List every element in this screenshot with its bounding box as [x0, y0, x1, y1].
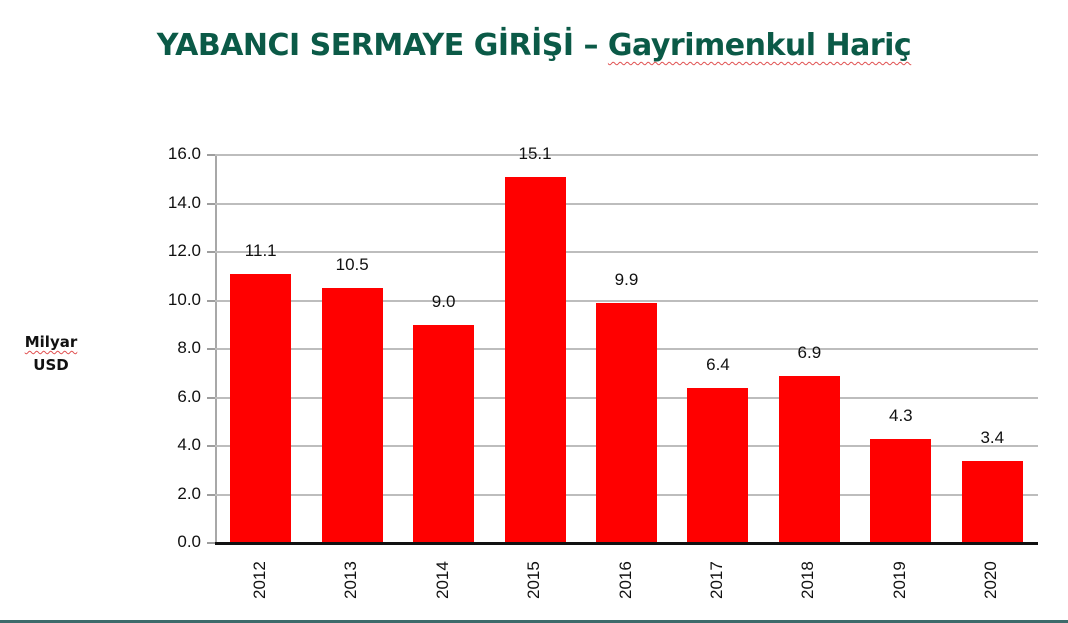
- data-label-2017: 6.4: [706, 354, 730, 374]
- y-tick-label: 16.0: [167, 144, 201, 163]
- x-tick-label-2018: 2018: [798, 561, 818, 599]
- y-tick-mark: [207, 445, 215, 447]
- y-tick-mark: [207, 493, 215, 496]
- y-axis-label-unit: Milyar: [24, 333, 78, 351]
- bar-2019: [870, 438, 932, 543]
- data-label-2013: 10.5: [335, 255, 369, 275]
- data-label-2015: 15.1: [518, 143, 552, 163]
- y-tick-label: 14.0: [167, 192, 201, 212]
- gridline: [215, 299, 1038, 302]
- x-tick-label-2019: 2019: [889, 561, 909, 599]
- footer-bar: [0, 620, 1068, 623]
- chart-title: YABANCI SERMAYE GİRİŞİ – Gayrimenkul Har…: [0, 28, 1068, 63]
- y-tick-label: 10.0: [167, 289, 201, 309]
- y-tick-mark: [207, 202, 215, 205]
- y-axis-label: Milyar USD: [16, 331, 86, 377]
- plot-area: [207, 154, 1038, 545]
- x-tick-label-2016: 2016: [615, 561, 635, 599]
- y-tick-label: 6.0: [177, 386, 201, 406]
- data-label-2020: 3.4: [980, 427, 1005, 447]
- data-label-2012: 11.1: [244, 240, 277, 260]
- y-tick-mark: [207, 348, 215, 350]
- bar-2013: [321, 288, 383, 543]
- y-tick-mark: [207, 396, 215, 399]
- y-tick-label: 4.0: [177, 435, 201, 454]
- data-label-2019: 4.3: [889, 405, 913, 425]
- gridline: [215, 251, 1038, 253]
- x-axis-line: [215, 542, 1038, 545]
- x-tick-label-2020: 2020: [981, 561, 1001, 599]
- chart-title-main: YABANCI SERMAYE GİRİŞİ –: [156, 28, 608, 63]
- y-tick-label: 12.0: [167, 241, 201, 260]
- bar-2014: [413, 324, 475, 543]
- y-axis-label-currency: USD: [33, 356, 69, 374]
- y-tick-mark: [207, 542, 215, 544]
- gridline: [215, 202, 1038, 205]
- x-tick-label-2014: 2014: [432, 561, 452, 599]
- y-tick-mark: [207, 251, 215, 253]
- y-tick-label: 2.0: [177, 483, 201, 503]
- bar-2017: [687, 387, 749, 543]
- bar-2018: [778, 375, 840, 543]
- x-tick-label-2012: 2012: [249, 561, 269, 599]
- gridline: [215, 154, 1038, 156]
- x-tick-label-2017: 2017: [706, 561, 726, 599]
- bar-2015: [504, 176, 566, 543]
- bar-2020: [961, 460, 1023, 543]
- x-tick-label-2013: 2013: [341, 561, 361, 599]
- x-tick-label-2015: 2015: [524, 561, 544, 599]
- y-tick-label: 0.0: [177, 532, 201, 551]
- data-label-2014: 9.0: [431, 291, 456, 311]
- y-tick-label: 8.0: [177, 338, 201, 357]
- bar-2016: [596, 302, 657, 543]
- data-label-2016: 9.9: [614, 269, 639, 289]
- y-tick-mark: [207, 154, 215, 156]
- chart-title-sub: Gayrimenkul Hariç: [607, 28, 912, 63]
- data-label-2018: 6.9: [797, 342, 822, 362]
- bar-2012: [230, 273, 292, 543]
- y-tick-mark: [207, 299, 215, 302]
